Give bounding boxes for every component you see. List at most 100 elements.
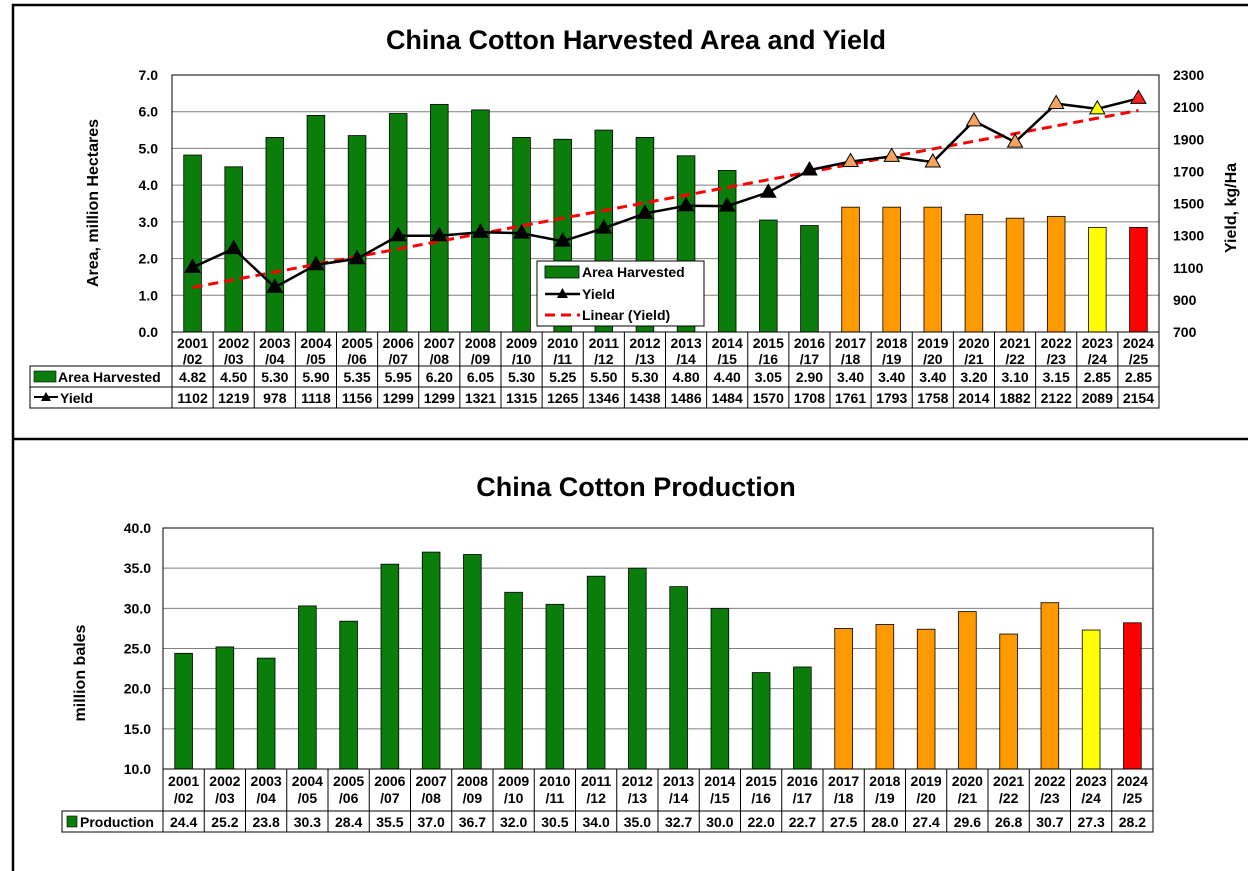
- category-label: /16: [751, 790, 771, 806]
- category-label: /23: [1046, 351, 1066, 367]
- category-label: 2014: [712, 335, 743, 351]
- data-table: 2001/022002/032003/042004/052005/062006/…: [61, 769, 1154, 833]
- category-label: /15: [717, 351, 737, 367]
- bar-production: [256, 657, 276, 770]
- category-label: 2009: [498, 773, 529, 789]
- category-label: 2024: [1117, 773, 1148, 789]
- y-tick-label: 6.0: [139, 104, 159, 120]
- category-label: /02: [174, 790, 194, 806]
- data-label-area: 2.90: [796, 369, 823, 385]
- data-label-yield: 1570: [753, 390, 784, 406]
- category-label: /25: [1129, 351, 1149, 367]
- data-label-production: 22.7: [789, 814, 816, 830]
- bar-area-harvested: [1129, 226, 1148, 333]
- category-label: 2001: [168, 773, 199, 789]
- data-label-area: 3.40: [919, 369, 946, 385]
- yield-marker: [718, 197, 736, 212]
- data-label-production: 29.6: [954, 814, 981, 830]
- y2-tick-label: 900: [1173, 292, 1197, 308]
- table-row-label: Production: [80, 814, 154, 830]
- y-tick-label: 5.0: [139, 140, 159, 156]
- bar-production: [628, 567, 647, 770]
- bar-area-harvested: [183, 154, 202, 333]
- y2-tick-label: 2100: [1173, 99, 1204, 115]
- category-label: /05: [306, 351, 326, 367]
- data-label-area: 4.80: [672, 369, 699, 385]
- data-label-yield: 2154: [1123, 390, 1154, 406]
- y2-tick-label: 1700: [1173, 163, 1204, 179]
- data-label-area: 5.95: [385, 369, 412, 385]
- category-label: 2004: [300, 335, 331, 351]
- chart-title: China Cotton Production: [476, 472, 795, 502]
- bar-area-harvested: [347, 135, 367, 333]
- category-label: 2021: [999, 335, 1030, 351]
- yield-marker: [472, 223, 489, 238]
- bar-production: [916, 628, 936, 770]
- category-label: /02: [183, 351, 203, 367]
- data-label-production: 36.7: [459, 814, 486, 830]
- yield-marker: [348, 249, 366, 265]
- data-label-area: 3.40: [878, 369, 905, 385]
- bar-area-harvested: [717, 170, 737, 333]
- data-label-area: 5.30: [631, 369, 658, 385]
- category-label: /11: [546, 790, 565, 806]
- data-label-area: 4.82: [179, 369, 206, 385]
- data-label-yield: 2014: [958, 390, 989, 406]
- category-label: 2023: [1082, 335, 1113, 351]
- yield-marker: [1130, 89, 1147, 104]
- category-label: 2020: [958, 335, 989, 351]
- yield-marker: [184, 258, 201, 273]
- category-label: /23: [1040, 790, 1060, 806]
- bar-area-harvested: [964, 214, 984, 333]
- bar-area-harvested: [265, 137, 285, 333]
- yield-marker: [307, 255, 325, 271]
- category-label: /07: [388, 351, 408, 367]
- category-label: 2005: [341, 335, 372, 351]
- bar-area-harvested: [759, 219, 778, 333]
- yield-marker: [883, 147, 901, 162]
- data-label-area: 3.40: [837, 369, 864, 385]
- bar-area-harvested: [306, 114, 326, 333]
- category-label: /10: [512, 351, 532, 367]
- data-label-yield: 1118: [301, 390, 331, 406]
- data-label-production: 30.5: [541, 814, 568, 830]
- production-chart: China Cotton Production million bales 10…: [61, 472, 1154, 833]
- y-tick-label: 7.0: [139, 67, 159, 83]
- category-label: 2013: [670, 335, 701, 351]
- data-label-production: 27.5: [830, 814, 857, 830]
- area-yield-chart: China Cotton Harvested Area and Yield Ar…: [29, 25, 1240, 409]
- table-legend-key-area: [33, 370, 57, 383]
- category-label: /19: [875, 790, 895, 806]
- legend: Area Harvested Yield Linear (Yield): [536, 260, 705, 327]
- category-label: /04: [265, 351, 285, 367]
- bar-production: [669, 586, 688, 770]
- category-label: /13: [628, 790, 648, 806]
- y-tick-label: 2.0: [139, 251, 159, 267]
- yield-marker: [924, 152, 942, 168]
- legend-label-yield: Yield: [582, 286, 615, 302]
- legend-marker-yield: [557, 288, 568, 298]
- bar-production: [875, 624, 895, 770]
- yield-marker: [1088, 99, 1106, 115]
- yield-marker: [636, 204, 654, 219]
- bar-area-harvested: [430, 103, 449, 333]
- category-label: 2006: [374, 773, 405, 789]
- data-label-production: 28.2: [1119, 814, 1146, 830]
- category-label: /03: [215, 790, 235, 806]
- category-label: 2018: [876, 335, 907, 351]
- data-label-area: 3.15: [1043, 369, 1070, 385]
- data-label-production: 35.0: [624, 814, 651, 830]
- category-label: /24: [1081, 790, 1101, 806]
- data-label-yield: 1793: [876, 390, 907, 406]
- data-label-yield: 1156: [342, 390, 373, 406]
- y2-tick-label: 1500: [1173, 196, 1204, 212]
- bar-production: [1081, 629, 1101, 770]
- category-label: /06: [347, 351, 367, 367]
- category-label: /09: [463, 790, 483, 806]
- bar-production: [504, 591, 523, 770]
- category-label: 2010: [539, 773, 570, 789]
- category-label: /09: [471, 351, 491, 367]
- y2-tick-label: 700: [1173, 324, 1197, 340]
- yield-marker: [554, 232, 572, 247]
- data-label-production: 28.0: [871, 814, 898, 830]
